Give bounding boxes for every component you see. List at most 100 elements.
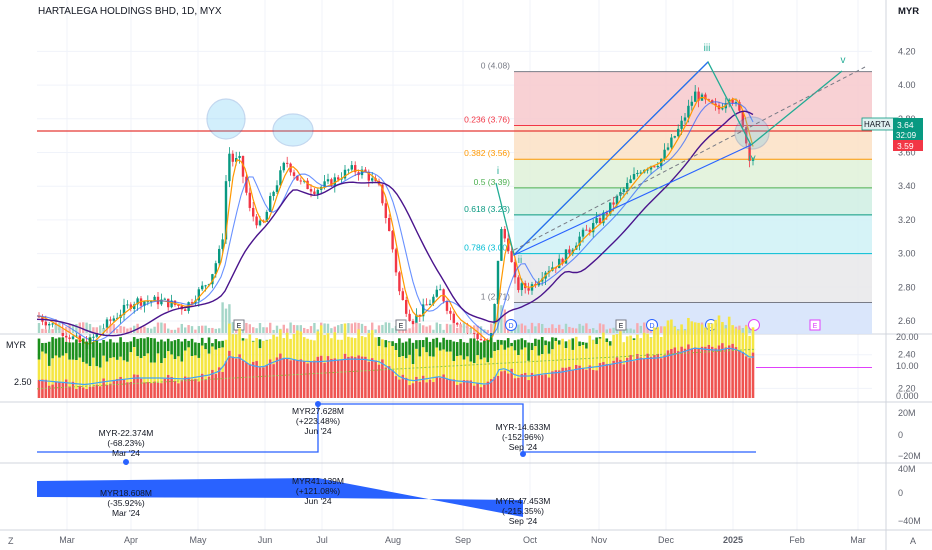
price-tick-10: 2.20 xyxy=(898,383,916,393)
ind1-yellow-bar xyxy=(659,336,663,359)
ind1-red-bar xyxy=(387,366,391,398)
candle-body xyxy=(622,189,625,193)
ind1-yellow-bar xyxy=(279,329,282,354)
countdown: 32:09 xyxy=(896,131,917,140)
ind1-yellow-bar xyxy=(126,361,129,383)
ind1-red-bar xyxy=(163,378,167,398)
candle-body xyxy=(343,169,347,179)
ind1-green-bar xyxy=(112,342,116,358)
volume-bar xyxy=(411,327,415,333)
earnings-marker-label: E xyxy=(813,323,818,330)
ind1-yellow-bar xyxy=(194,355,197,380)
candle-body xyxy=(673,136,676,138)
ind1-green-bar xyxy=(177,339,180,357)
ind1-yellow-bar xyxy=(364,337,367,357)
ind1-green-bar xyxy=(149,338,153,363)
ind1-yellow-bar xyxy=(166,351,170,375)
ind1-tick-2: 0.000 xyxy=(896,391,919,401)
ind1-yellow-bar xyxy=(163,358,167,379)
ind1-yellow-bar xyxy=(438,350,442,378)
ind1-red-bar xyxy=(391,370,394,398)
ind1-green-bar xyxy=(489,337,493,358)
ind1-red-bar xyxy=(591,369,595,398)
volume-bar xyxy=(612,327,615,333)
candle-body xyxy=(143,301,146,306)
ind1-green-bar xyxy=(442,337,445,350)
ind1-green-bar xyxy=(479,342,483,360)
ind1-green-bar xyxy=(214,339,218,350)
ind1-yellow-bar xyxy=(493,351,496,377)
ind1-red-bar xyxy=(561,367,564,398)
volume-bar xyxy=(204,325,207,333)
candle-body xyxy=(636,172,639,175)
ind1-yellow-bar xyxy=(506,347,510,374)
ind1-green-bar xyxy=(506,338,510,348)
ind1-yellow-bar xyxy=(180,361,184,381)
candle-body xyxy=(367,172,370,181)
ind1-green-bar xyxy=(632,338,636,340)
ind1-yellow-bar xyxy=(41,351,44,380)
candle-body xyxy=(65,335,68,338)
ind1-yellow-bar xyxy=(347,336,350,357)
candle-body xyxy=(116,317,119,319)
candle-body xyxy=(109,319,112,321)
volume-bar xyxy=(571,327,574,333)
ind1-green-bar xyxy=(166,338,170,352)
candle-body xyxy=(653,166,656,168)
candle-body xyxy=(578,236,581,246)
ind1-yellow-bar xyxy=(421,347,425,376)
volume-bar xyxy=(303,327,306,333)
ind1-red-bar xyxy=(299,359,303,398)
candle-body xyxy=(401,291,404,300)
ind1-yellow-bar xyxy=(486,362,490,382)
ind1-yellow-bar xyxy=(629,335,632,356)
ind1-red-bar xyxy=(197,381,201,398)
highlight-circle-1 xyxy=(206,98,246,140)
ind1-green-bar xyxy=(411,342,415,365)
ind1-yellow-bar xyxy=(102,355,105,379)
ind1-red-bar xyxy=(704,346,707,398)
candle-body xyxy=(326,179,330,182)
ind1-red-bar xyxy=(428,379,432,398)
ind1-red-bar xyxy=(350,356,354,398)
axes: 4.204.003.803.603.403.203.002.802.602.40… xyxy=(8,46,921,546)
volume-bar xyxy=(48,329,51,333)
volume-bar xyxy=(313,322,316,333)
ind1-yellow-bar xyxy=(608,345,612,365)
ind1-yellow-bar xyxy=(306,338,309,364)
ind1-red-bar xyxy=(262,367,265,398)
ind1-red-bar xyxy=(721,343,724,398)
time-tick-7: Oct xyxy=(523,535,538,545)
ind1-red-bar xyxy=(493,376,496,398)
volume-bar xyxy=(292,324,296,333)
time-tick-6: Sep xyxy=(455,535,471,545)
ind1-yellow-bar xyxy=(265,340,269,366)
ind1-yellow-bar xyxy=(561,338,564,368)
candle-body xyxy=(306,180,309,190)
ind1-red-bar xyxy=(217,367,221,398)
candle-body xyxy=(435,289,438,297)
ind1-yellow-bar xyxy=(187,347,190,378)
ind1-red-bar xyxy=(228,350,231,398)
ind1-yellow-bar xyxy=(547,353,551,378)
ind3-ann-value-2: MYR-47.453M xyxy=(496,496,551,506)
currency-label[interactable]: MYR xyxy=(898,6,920,17)
ind1-green-bar xyxy=(496,339,500,351)
fibonacci-zones: 0 (4.08) 0.236 (3.76) 0.382 (3.56) 0.5 (3.3… xyxy=(37,61,872,334)
ind1-green-bar xyxy=(129,341,133,353)
ind1-yellow-bar xyxy=(92,357,95,387)
ind1-yellow-bar xyxy=(710,323,714,347)
ind1-green-bar xyxy=(523,340,527,348)
volume-bar xyxy=(350,323,353,333)
ind1-green-bar xyxy=(251,340,255,342)
time-tick-8: Nov xyxy=(591,535,608,545)
ind1-red-bar xyxy=(625,357,629,398)
ind1-green-bar xyxy=(466,342,469,357)
candle-body xyxy=(602,212,605,224)
volume-bar xyxy=(425,326,428,333)
candle-body xyxy=(129,304,132,309)
volume-bar xyxy=(282,324,285,333)
candle-body xyxy=(626,182,629,190)
ind2-ann-value-1: MYR27.628M xyxy=(292,406,344,416)
ind1-red-bar xyxy=(452,379,456,398)
